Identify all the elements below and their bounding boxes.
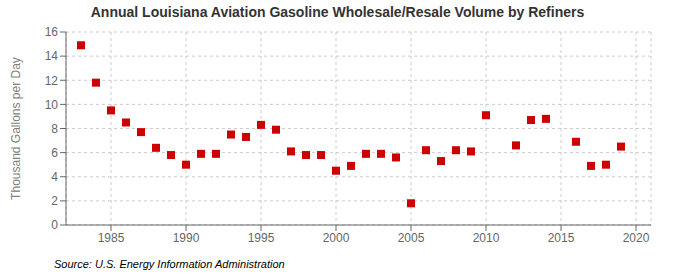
svg-text:4: 4 [51,170,58,184]
svg-text:8: 8 [51,122,58,136]
svg-text:2: 2 [51,194,58,208]
svg-text:1985: 1985 [98,231,125,245]
svg-text:16: 16 [45,25,59,39]
svg-text:10: 10 [45,98,59,112]
svg-text:2020: 2020 [623,231,650,245]
svg-text:1995: 1995 [248,231,275,245]
svg-text:Thousand Gallons per Day: Thousand Gallons per Day [9,57,23,200]
svg-text:2010: 2010 [473,231,500,245]
svg-text:0: 0 [51,218,58,232]
svg-text:1990: 1990 [173,231,200,245]
svg-text:2000: 2000 [323,231,350,245]
svg-text:6: 6 [51,146,58,160]
svg-text:12: 12 [45,74,59,88]
html-text:Annual Louisiana Aviation Gaso: Annual Louisiana Aviation Gasoline Whole… [90,4,585,20]
html-text:Source: U.S. Energy Informatio: Source: U.S. Energy Information Administ… [54,258,285,270]
svg-text:2015: 2015 [548,231,575,245]
svg-text:14: 14 [45,49,59,63]
svg-text:2005: 2005 [398,231,425,245]
